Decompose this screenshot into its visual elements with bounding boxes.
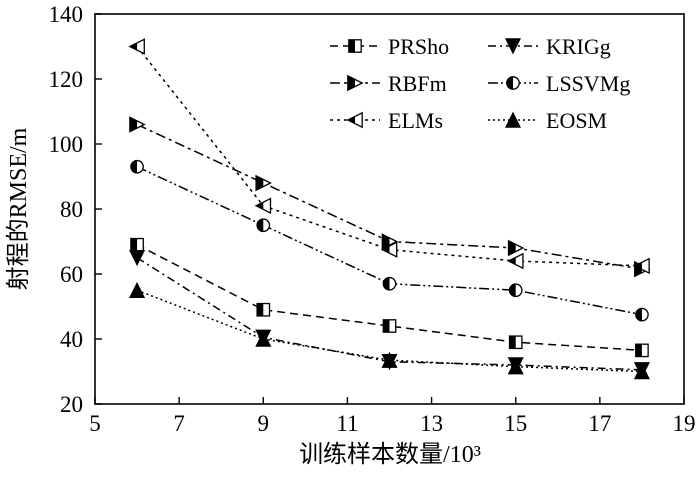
x-tick-label: 19 [673,411,696,436]
legend-item-EOSM: EOSM [488,108,607,133]
x-tick-label: 5 [89,411,101,436]
x-tick-label: 11 [336,411,358,436]
y-tick-label: 120 [49,67,84,92]
x-tick-label: 9 [258,411,270,436]
legend-item-KRIGg: KRIGg [488,34,611,59]
legend-label: RBFm [388,71,447,96]
y-axis-label: 射程的RMSE/m [5,127,32,290]
series-LSSVMg [130,159,649,322]
y-tick-label: 140 [49,2,84,27]
legend-item-LSSVMg: LSSVMg [488,71,630,96]
y-tick-label: 20 [60,392,83,417]
x-tick-label: 13 [420,411,443,436]
x-tick-label: 17 [588,411,611,436]
legend-label: LSSVMg [546,71,630,96]
series-ELMs [128,38,650,275]
legend-item-RBFm: RBFm [330,71,447,96]
series-EOSM [129,281,650,380]
legend-label: ELMs [388,108,443,133]
y-tick-label: 80 [60,197,83,222]
legend-item-ELMs: ELMs [330,108,443,133]
y-tick-label: 60 [60,262,83,287]
series-PRSho [130,237,649,358]
x-axis-label: 训练样本数量/10³ [299,441,481,468]
legend-item-PRSho: PRSho [330,34,449,59]
y-tick-label: 40 [60,327,83,352]
x-tick-label: 7 [173,411,185,436]
legend-label: PRSho [388,34,449,59]
y-tick-label: 100 [49,132,84,157]
x-tick-label: 15 [504,411,527,436]
legend-label: KRIGg [546,34,611,59]
legend-label: EOSM [546,108,607,133]
